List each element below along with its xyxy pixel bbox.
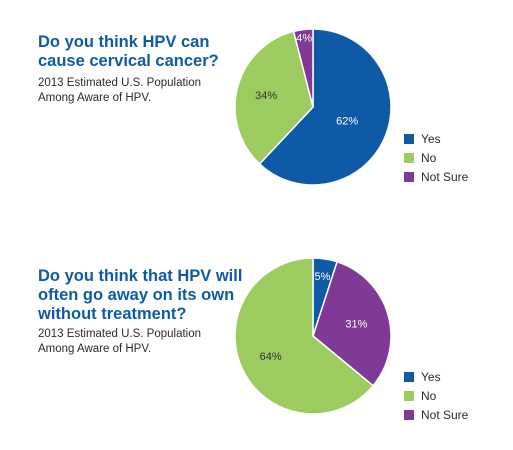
pie-chart: 5% 31% 64% (234, 257, 392, 415)
legend-swatch-yes (404, 133, 414, 144)
pie-slice-yes (258, 28, 392, 186)
legend-item-no: No (404, 148, 468, 167)
slice-label-yes: 5% (315, 271, 331, 283)
legend-label: Not Sure (421, 169, 469, 184)
legend-item-yes: Yes (404, 129, 468, 148)
chart-title: Do you think that HPV will often go away… (38, 267, 243, 323)
chart-subtitle: 2013 Estimated U.S. Population Among Awa… (38, 77, 202, 104)
pie-slice-no (234, 257, 375, 415)
legend-item-not-sure: Not Sure (404, 167, 468, 186)
legend-swatch-no (404, 152, 414, 163)
legend: Yes No Not Sure (404, 367, 468, 424)
chart-block-hpv-go-away: Do you think that HPV will often go away… (0, 225, 513, 450)
legend-swatch-not-sure (404, 171, 414, 182)
legend-swatch-not-sure (404, 409, 414, 420)
legend-label: No (421, 150, 437, 165)
chart-subtitle: 2013 Estimated U.S. Population Among Awa… (38, 328, 202, 355)
pie-slice-not-sure (292, 28, 314, 108)
slice-label-no: 34% (255, 90, 277, 102)
slice-label-yes: 62% (336, 116, 358, 128)
legend-item-yes: Yes (404, 367, 468, 386)
pie-slice-not-sure (312, 260, 392, 387)
slice-label-not-sure: 31% (345, 318, 367, 330)
pie-chart: 62% 34% 4% (234, 28, 392, 186)
legend-label: Yes (421, 131, 441, 146)
chart-block-hpv-cervical-cancer: Do you think HPV can cause cervical canc… (38, 28, 468, 186)
pie-slice-no (234, 30, 314, 165)
legend-label: Yes (421, 369, 441, 384)
legend-swatch-no (404, 390, 414, 401)
legend: Yes No Not Sure (404, 129, 468, 186)
slice-label-no: 64% (260, 351, 282, 363)
legend-swatch-yes (404, 371, 414, 382)
legend-item-no: No (404, 386, 468, 405)
legend-label: No (421, 388, 437, 403)
legend-label: Not Sure (421, 407, 469, 422)
legend-item-not-sure: Not Sure (404, 405, 468, 424)
chart-title: Do you think HPV can cause cervical canc… (38, 33, 219, 70)
slice-label-not-sure: 4% (296, 32, 312, 44)
